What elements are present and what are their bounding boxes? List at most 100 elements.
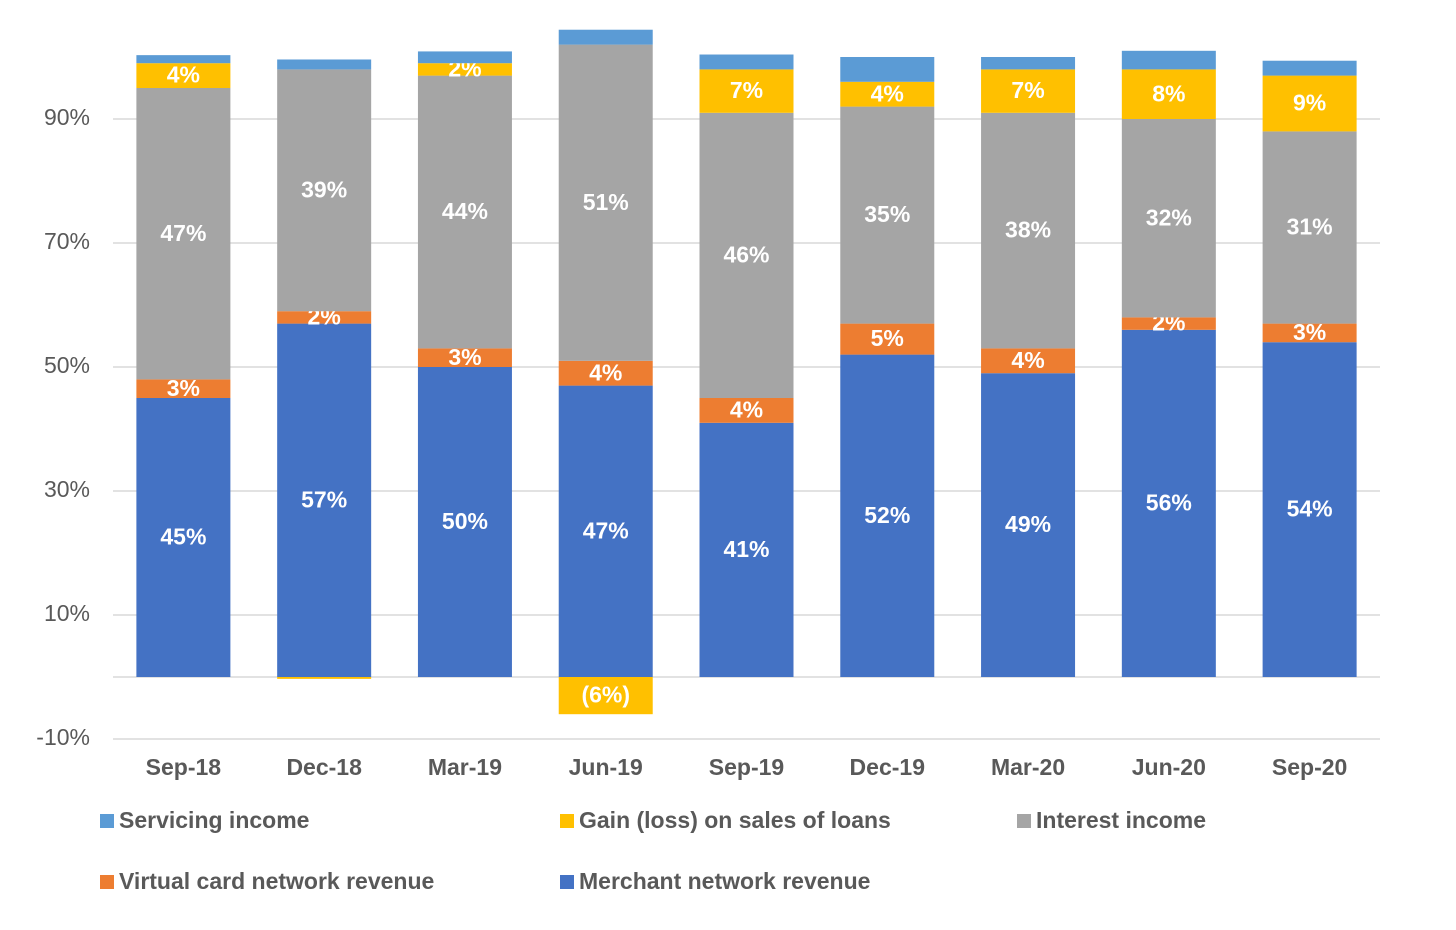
data-label: 9%	[1293, 90, 1326, 116]
bar-segment	[981, 69, 1076, 113]
y-tick-label: 30%	[44, 476, 90, 502]
bar-segment	[136, 88, 231, 380]
x-tick-label: Mar-19	[428, 754, 502, 780]
bar-segment	[1262, 131, 1357, 324]
bar-segment	[840, 354, 935, 677]
bar-segment	[417, 348, 512, 367]
data-label: 4%	[730, 396, 763, 422]
bar-segment	[417, 63, 512, 76]
bar-segment	[277, 323, 372, 677]
data-label: 7%	[730, 77, 763, 103]
y-tick-label: 50%	[44, 352, 90, 378]
x-tick-label: Jun-19	[569, 754, 643, 780]
data-label: 44%	[442, 198, 488, 224]
data-label: 47%	[160, 220, 206, 246]
bar-segment	[277, 69, 372, 312]
bar-segment	[558, 360, 653, 386]
bar-segment	[558, 29, 653, 45]
data-label: 41%	[723, 536, 769, 562]
data-label: 49%	[1005, 511, 1051, 537]
legend-swatch	[100, 814, 114, 828]
bar-segment	[699, 54, 794, 70]
bar-segment	[840, 106, 935, 324]
bar-segment	[840, 81, 935, 107]
y-tick-label: -10%	[36, 724, 90, 750]
bar-segment	[136, 55, 231, 64]
bar-segment	[699, 398, 794, 423]
legend-label: Interest income	[1036, 807, 1206, 833]
bar-segment	[981, 373, 1076, 677]
legend-label: Gain (loss) on sales of loans	[579, 807, 891, 833]
bar-segment	[840, 57, 935, 82]
x-tick-label: Sep-20	[1272, 754, 1347, 780]
bar-segment	[136, 398, 231, 677]
bar-segment	[277, 677, 372, 679]
data-label: 31%	[1287, 214, 1333, 240]
data-label: (6%)	[581, 682, 630, 708]
data-label: 4%	[1011, 347, 1044, 373]
bar-segment	[1262, 75, 1357, 132]
x-tick-label: Sep-19	[709, 754, 784, 780]
bar-segment	[277, 311, 372, 324]
bar-segment	[981, 57, 1076, 70]
bar-segment	[558, 44, 653, 361]
x-tick-label: Dec-19	[850, 754, 925, 780]
data-label: 57%	[301, 486, 347, 512]
data-label: 32%	[1146, 204, 1192, 230]
x-tick-label: Dec-18	[286, 754, 362, 780]
bar-segment	[1262, 60, 1357, 76]
bar-segment	[136, 379, 231, 398]
y-tick-label: 70%	[44, 228, 90, 254]
legend-label: Merchant network revenue	[579, 868, 870, 894]
bar-segment	[1121, 329, 1216, 677]
data-label: 56%	[1146, 489, 1192, 515]
bar-segment	[417, 51, 512, 64]
data-label: 35%	[864, 201, 910, 227]
data-label: 46%	[723, 241, 769, 267]
bar-segment	[1262, 342, 1357, 677]
x-tick-label: Mar-20	[991, 754, 1065, 780]
data-label: 51%	[583, 189, 629, 215]
bar-segment	[558, 677, 653, 715]
data-label: 4%	[589, 359, 622, 385]
bar-segment	[981, 348, 1076, 374]
bar-segment	[277, 59, 372, 70]
data-label: 45%	[160, 524, 206, 550]
data-label: 38%	[1005, 217, 1051, 243]
legend-swatch	[560, 814, 574, 828]
legend-swatch	[560, 875, 574, 889]
data-label: 4%	[871, 80, 904, 106]
data-label: 39%	[301, 176, 347, 202]
bar-segment	[1121, 50, 1216, 70]
data-label: 5%	[871, 325, 904, 351]
data-label: 7%	[1011, 77, 1044, 103]
bar-segment	[136, 63, 231, 88]
bar-segment	[417, 75, 512, 349]
bar-segment	[417, 367, 512, 677]
bar-segment	[558, 385, 653, 677]
bar-segment	[981, 112, 1076, 349]
data-label: 8%	[1152, 80, 1185, 106]
bar-segment	[840, 323, 935, 355]
bar-segment	[1121, 317, 1216, 330]
legend-label: Servicing income	[119, 807, 309, 833]
data-label: 54%	[1287, 496, 1333, 522]
data-label: 4%	[167, 62, 200, 88]
bar-segment	[1262, 323, 1357, 343]
bar-segment	[1121, 119, 1216, 318]
bar-segment	[699, 422, 794, 677]
data-label: 50%	[442, 508, 488, 534]
x-tick-label: Sep-18	[146, 754, 222, 780]
data-label: 52%	[864, 502, 910, 528]
data-label: 47%	[583, 517, 629, 543]
legend-swatch	[100, 875, 114, 889]
bar-segment	[699, 69, 794, 113]
bar-segment	[699, 112, 794, 399]
legend-label: Virtual card network revenue	[119, 868, 434, 894]
bar-segment	[1121, 69, 1216, 119]
x-tick-label: Jun-20	[1132, 754, 1206, 780]
y-tick-label: 10%	[44, 600, 90, 626]
legend-swatch	[1017, 814, 1031, 828]
y-tick-label: 90%	[44, 104, 90, 130]
